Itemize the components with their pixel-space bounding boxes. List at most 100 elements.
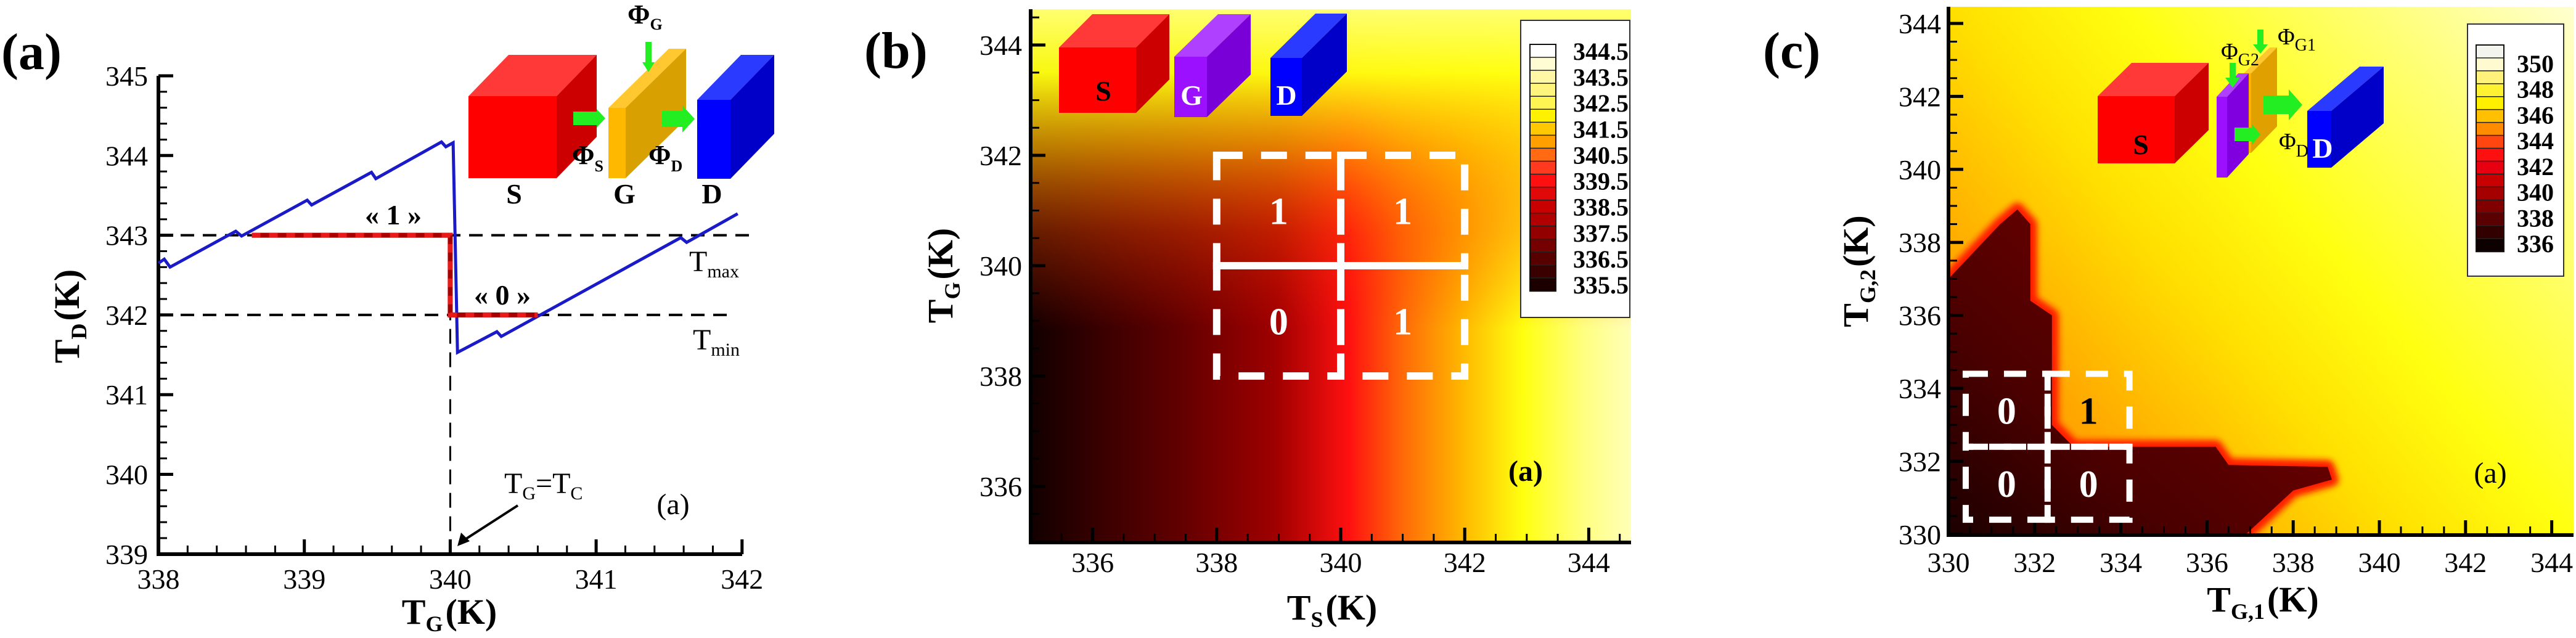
y-title-sub: G,2 [1855, 269, 1880, 303]
x-tick-label: 342 [1444, 547, 1486, 578]
logic-cell-value: 0 [2079, 464, 2098, 505]
y-title-sub: D [67, 324, 91, 340]
gate-label: G [613, 178, 636, 210]
colorbar-strip-outline [1529, 44, 1556, 292]
source-front [2098, 96, 2175, 163]
y-tick-label: 338 [979, 361, 1022, 392]
low-region-fill [1948, 209, 2333, 534]
colorbar-band [1529, 134, 1556, 149]
series-detector-temperature [157, 140, 738, 355]
colorbar-band [2476, 199, 2504, 214]
flux-symbol: Φ [628, 0, 650, 30]
logic-cell-value: 0 [1997, 391, 2016, 433]
x-tick-label: 344 [1568, 547, 1610, 578]
flux-d-label: ΦD [2279, 129, 2308, 161]
chart-b: 336 338 340 342 344 336 338 340 342 344 1 1 0 1 [979, 9, 1631, 578]
x-title-unit: (K) [1325, 587, 1377, 628]
y-tick-label: 344 [1899, 8, 1941, 39]
logic-cell-value: 0 [1997, 464, 2016, 505]
flux-symbol: Φ [572, 140, 594, 170]
x-tick-label: 338 [137, 563, 180, 595]
colorbar-band [1529, 83, 1556, 97]
flux-g2-label: ΦG2 [2221, 39, 2259, 70]
colorbar-label: 335.5 [1573, 271, 1629, 299]
critical-arrow-line [461, 504, 519, 542]
x-tick-label: 338 [2272, 547, 2315, 578]
annotations-a: « 1 » « 0 » Tmax Tmin TG=TC (a) [365, 199, 740, 546]
colorbar-band [1529, 160, 1556, 175]
colorbar-band [2476, 173, 2504, 188]
flux-symbol: Φ [2278, 24, 2295, 50]
y-tick-label: 334 [1899, 373, 1941, 404]
flux-internal-arrow-icon [2235, 124, 2260, 145]
crit-b: T [552, 467, 570, 500]
y-axis-title-b: TG (K) [920, 228, 965, 323]
y-tick-label: 340 [979, 250, 1022, 282]
colorbar-label: 343.5 [1573, 63, 1629, 91]
y-tick-label: 336 [1899, 300, 1941, 332]
drain-front [2307, 111, 2331, 168]
y-tick-label: 340 [1899, 154, 1941, 186]
colorbar-label: 340.5 [1573, 141, 1629, 169]
colorbar-band [1529, 108, 1556, 123]
y-title-main: T [47, 340, 87, 364]
colorbar-band [1529, 121, 1556, 136]
drain-label: D [1276, 80, 1296, 111]
colorbar-band [2476, 57, 2504, 72]
panel-label-b: (b) [864, 22, 928, 80]
y-title-sub: G [940, 282, 965, 300]
colorbar-band [2476, 134, 2504, 149]
drain-block-b [1270, 14, 1347, 116]
logic-cell-value: 0 [1269, 301, 1288, 343]
schematic-c: ΦG1 ΦG2 ΦD S D [2098, 24, 2384, 178]
colorbar-band [2476, 121, 2504, 136]
y-tick-label: 342 [979, 140, 1022, 171]
drain-label: D [2312, 133, 2333, 164]
logic-cell-box [1337, 152, 1469, 269]
colorbar-band [1529, 173, 1556, 188]
drain-top [697, 55, 774, 100]
source-top [468, 55, 597, 96]
corner-label-c: (a) [2474, 457, 2506, 489]
colorbar-label: 348 [2517, 76, 2554, 104]
x-tick-label: 344 [2530, 547, 2573, 578]
flux-s-label: ΦS [572, 140, 603, 175]
y-tick-label: 341 [105, 379, 148, 411]
state-1-label: « 1 » [365, 199, 422, 231]
corner-label-b: (a) [1508, 455, 1543, 488]
flux-sub: G1 [2295, 36, 2316, 55]
flux-d-label: ΦD [648, 140, 682, 175]
x-axis-title-a: TG(K) [402, 592, 497, 636]
colorbar-band [2476, 225, 2504, 240]
drain-front [1270, 58, 1302, 116]
source-top [2098, 63, 2209, 96]
x-tick-label: 336 [1071, 547, 1114, 578]
y-tick-label: 330 [1899, 519, 1941, 550]
colorbar-band [2476, 83, 2504, 97]
tmin-label: Tmin [693, 324, 740, 360]
x-tick-label: 340 [429, 563, 472, 595]
colorbar-label: 346 [2517, 101, 2554, 129]
y-tick-label: 344 [979, 30, 1022, 61]
y-axis-title-c: TG,2(K) [1836, 215, 1880, 327]
flux-symbol: Φ [2279, 129, 2296, 155]
y-tick-label: 342 [105, 300, 148, 331]
source-front [1059, 47, 1136, 113]
y-title-unit: (K) [47, 269, 87, 321]
series-logic-output-base [251, 232, 538, 317]
flux-symbol: Φ [648, 140, 671, 170]
gate-side [1207, 14, 1251, 117]
x-tick-label: 340 [1320, 547, 1362, 578]
logic-cell-value: 1 [1393, 191, 1412, 233]
x-title-unit: (K) [2267, 579, 2319, 620]
flux-sub: D [671, 157, 682, 175]
chart-c: 330 332 334 336 338 340 342 3443303323343363383… [1899, 7, 2574, 578]
critical-arrow-head-icon [457, 533, 470, 546]
y-tick-label: 336 [979, 471, 1022, 502]
colorbar-band [1529, 212, 1556, 227]
gate-label: G [1180, 80, 1203, 111]
panel-label-c: (c) [1763, 22, 1820, 80]
x-tick-label: 342 [2444, 547, 2487, 578]
